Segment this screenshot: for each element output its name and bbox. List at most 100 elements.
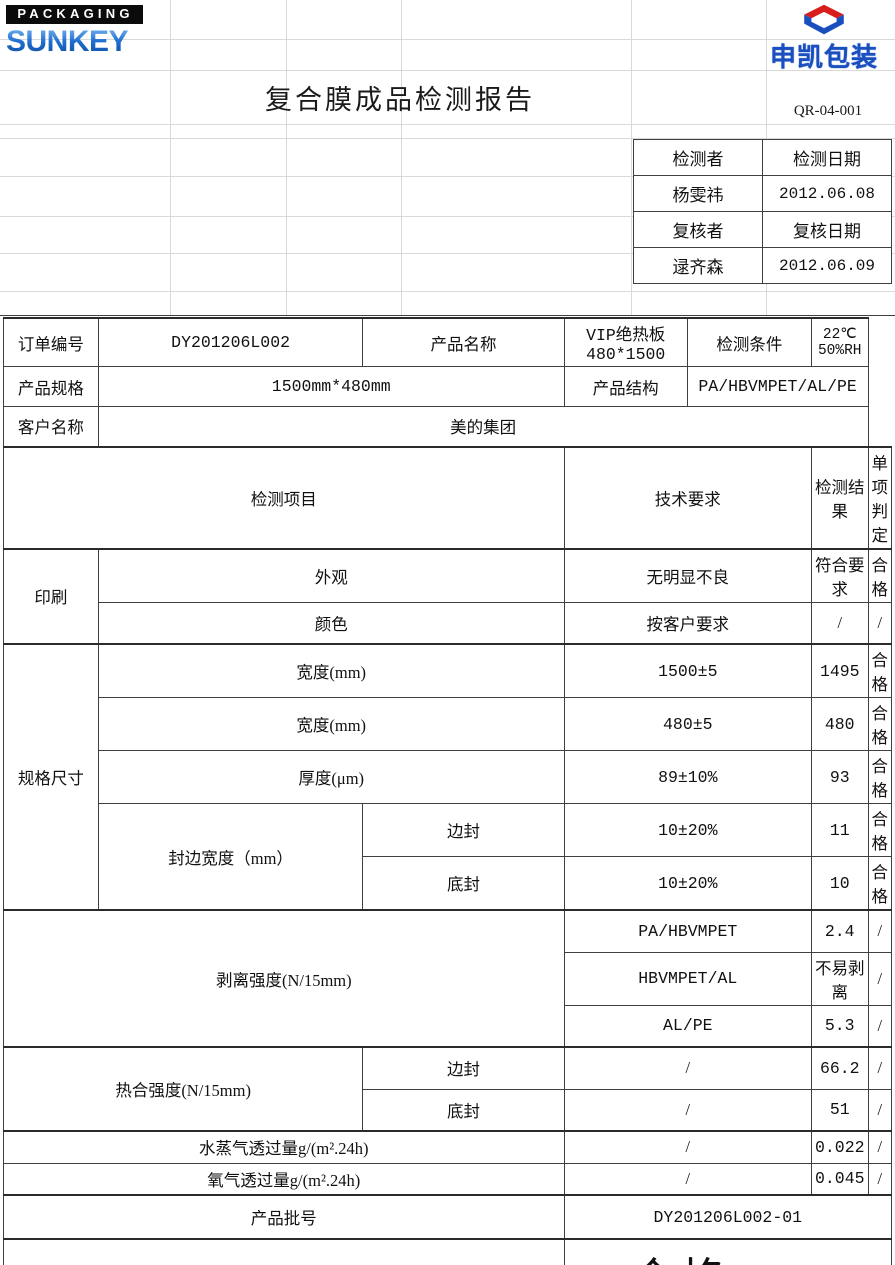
requirement-side-seal: 10±20% [563, 803, 812, 857]
table-row-printing-appearance: 印刷 外观 无明显不良 符合要求 合格 [3, 547, 892, 645]
requirement-wvtr: / [563, 1130, 812, 1164]
judgement-width-480: 合格 [867, 697, 892, 751]
section-label-dimensions: 规格尺寸 [3, 643, 99, 911]
packaging-wordmark: PACKAGING [6, 5, 143, 24]
judgement-peel-2: / [867, 951, 892, 1006]
table-row-sealwidth-bottom: 底封 10±20% 10 合格 [4, 856, 892, 911]
table-row-width-480: 宽度(mm) 480±5 480 合格 [4, 697, 892, 751]
table-row-overall: 质量综合评定 合格 核准: [3, 1238, 893, 1265]
requirement-width-480: 480±5 [563, 697, 812, 751]
table-row-heatseal-bottom: 底封 / 51 / [4, 1088, 892, 1132]
judgement-color: / [867, 601, 892, 645]
judgement-otr: / [867, 1162, 892, 1196]
table-row-otr: 氧气透过量g/(m².24h) / 0.045 / [3, 1162, 892, 1196]
spec-value: 1500mm*480mm [97, 366, 565, 407]
product-name-label: 产品名称 [362, 317, 565, 367]
inspector-name: 杨雯祎 [633, 175, 763, 212]
requirement-peel-2: HBVMPET/AL [563, 951, 812, 1006]
requirement-otr: / [563, 1162, 812, 1196]
sunkey-logo: PACKAGING SUNKEY [6, 5, 143, 57]
item-wvtr: 水蒸气透过量g/(m².24h) [3, 1130, 565, 1164]
table-row-peel-2: HBVMPET/AL 不易剥离 / [4, 951, 892, 1006]
table-row-spec: 产品规格 1500mm*480mm 产品结构 PA/HBVMPET/AL/PE [3, 366, 892, 407]
judgement-peel-3: / [867, 1004, 892, 1048]
sub-side-seal: 边封 [362, 803, 565, 857]
result-width-1500: 1495 [810, 643, 869, 698]
page-title: 复合膜成品检测报告 [265, 84, 535, 115]
item-width-480: 宽度(mm) [97, 697, 565, 751]
table-row-width-1500: 规格尺寸 宽度(mm) 1500±5 1495 合格 [3, 643, 892, 911]
table-row-peel-1: 剥离强度(N/15mm) PA/HBVMPET 2.4 / [3, 909, 892, 1048]
result-appearance: 符合要求 [810, 547, 869, 603]
sunkey-s-mark-icon [804, 4, 844, 35]
reviewer-name: 逯齐森 [633, 247, 763, 284]
table-row: 检测者 检测日期 [633, 139, 892, 176]
order-no-value: DY201206L002 [97, 317, 364, 367]
shenkai-wordmark: 申凯包装 [769, 42, 878, 72]
review-date-value: 2012.06.09 [762, 247, 892, 284]
header-result: 检测结果 [810, 445, 869, 549]
table-row: 杨雯祎 2012.06.08 [633, 175, 892, 212]
customer-value: 美的集团 [97, 406, 869, 448]
result-thickness: 93 [810, 750, 869, 804]
shenkai-logo: 申凯包装 [759, 2, 889, 70]
judgement-peel-1: / [867, 909, 892, 953]
review-date-header: 复核日期 [762, 211, 892, 248]
test-condition-label: 检测条件 [686, 317, 812, 367]
section-label-peel-strength: 剥离强度(N/15mm) [3, 909, 565, 1048]
item-thickness: 厚度(μm) [97, 750, 565, 804]
result-peel-1: 2.4 [810, 909, 869, 953]
table-row-headers: 检测项目 技术要求 检测结果 单项判定 [3, 445, 892, 549]
table-row-sealwidth-side: 封边宽度（mm） 边封 10±20% 11 合格 [4, 803, 892, 911]
item-appearance: 外观 [97, 547, 565, 603]
result-heatseal-side: 66.2 [810, 1046, 869, 1090]
header-item: 检测项目 [3, 445, 565, 549]
result-peel-2: 不易剥离 [810, 951, 869, 1006]
result-color: / [810, 601, 869, 645]
table-row-batch: 产品批号 DY201206L002-01 [3, 1194, 893, 1240]
inspect-date-value: 2012.06.08 [762, 175, 892, 212]
structure-label: 产品结构 [563, 366, 688, 407]
sub-bottom-seal: 底封 [362, 856, 565, 911]
judgement-side-seal: 合格 [867, 803, 892, 857]
judgement-heatseal-bottom: / [867, 1088, 892, 1132]
result-otr: 0.045 [810, 1162, 869, 1196]
order-no-label: 订单编号 [3, 317, 99, 367]
requirement-heatseal-side: / [563, 1046, 812, 1090]
item-width-1500: 宽度(mm) [97, 643, 565, 698]
overall-label: 质量综合评定 [3, 1238, 565, 1265]
requirement-bottom-seal: 10±20% [563, 856, 812, 911]
item-otr: 氧气透过量g/(m².24h) [3, 1162, 565, 1196]
inspection-report-table: 订单编号 DY201206L002 产品名称 VIP绝热板480*1500 检测… [2, 317, 893, 1265]
result-heatseal-bottom: 51 [810, 1088, 869, 1132]
item-seal-width: 封边宽度（mm） [97, 803, 364, 911]
table-row-customer: 客户名称 美的集团 [3, 406, 892, 448]
batch-label: 产品批号 [3, 1194, 565, 1240]
sub-heatseal-side: 边封 [362, 1046, 565, 1090]
result-width-480: 480 [810, 697, 869, 751]
result-bottom-seal: 10 [810, 856, 869, 911]
inspector-table: 检测者 检测日期 杨雯祎 2012.06.08 复核者 复核日期 逯齐森 201… [633, 139, 892, 284]
sunkey-wordmark: SUNKEY [6, 26, 143, 57]
table-row-heatseal-side: 热合强度(N/15mm) 边封 / 66.2 / [2, 1046, 892, 1132]
test-condition-value: 22℃ 50%RH [810, 317, 869, 367]
batch-value: DY201206L002-01 [563, 1194, 893, 1240]
requirement-thickness: 89±10% [563, 750, 812, 804]
inspect-date-header: 检测日期 [762, 139, 892, 176]
table-row: 逯齐森 2012.06.09 [633, 247, 892, 284]
requirement-appearance: 无明显不良 [563, 547, 812, 603]
requirement-peel-3: AL/PE [563, 1004, 812, 1048]
requirement-peel-1: PA/HBVMPET [563, 909, 812, 953]
requirement-color: 按客户要求 [563, 601, 812, 645]
requirement-heatseal-bottom: / [563, 1088, 812, 1132]
form-code: QR-04-001 [793, 102, 863, 119]
table-row-order: 订单编号 DY201206L002 产品名称 VIP绝热板480*1500 检测… [3, 317, 892, 367]
reviewer-header: 复核者 [633, 211, 763, 248]
judgement-appearance: 合格 [867, 547, 892, 603]
header-judgement: 单项判定 [867, 445, 892, 549]
judgement-heatseal-side: / [867, 1046, 892, 1090]
judgement-thickness: 合格 [867, 750, 892, 804]
item-color: 颜色 [97, 601, 565, 645]
judgement-bottom-seal: 合格 [867, 856, 892, 911]
